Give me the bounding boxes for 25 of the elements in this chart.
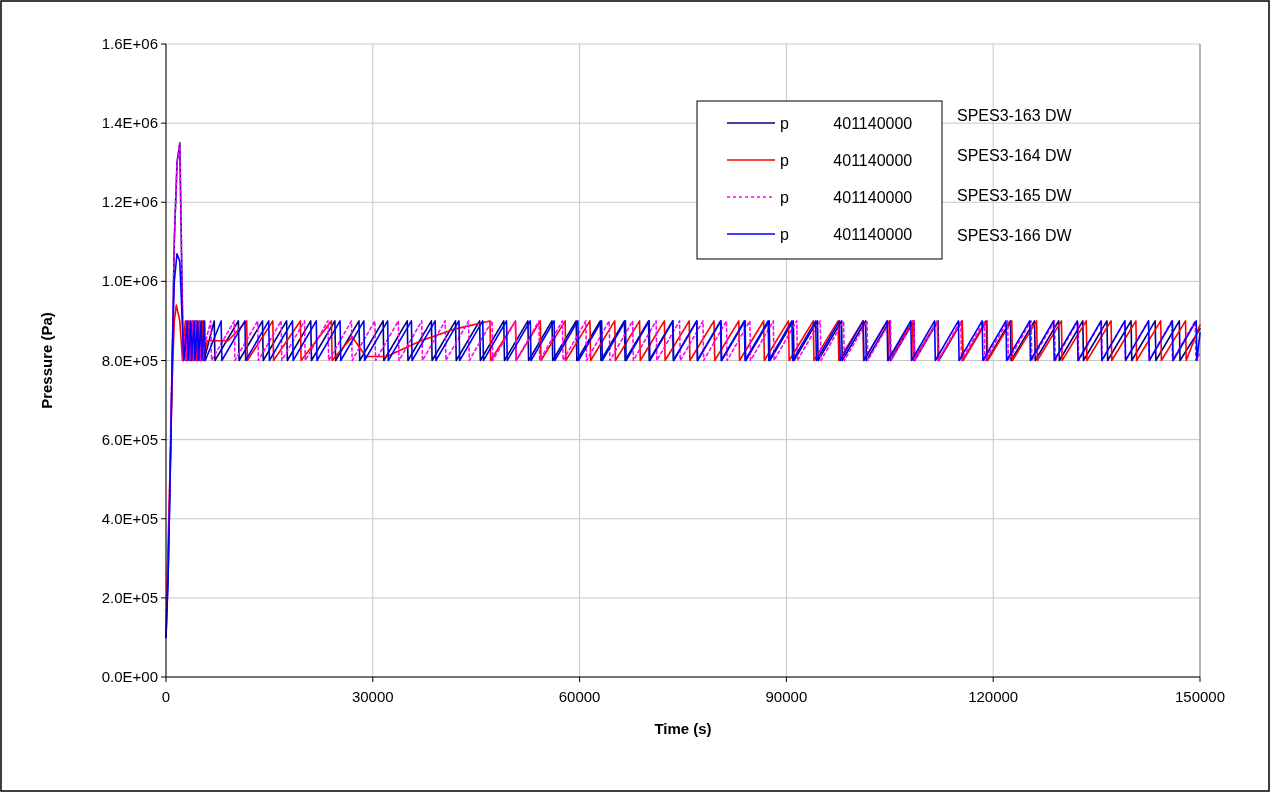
y-tick-label: 1.0E+06 — [101, 272, 158, 290]
annotation: SPES3-164 DW — [957, 147, 1073, 164]
annotation: SPES3-166 DW — [957, 227, 1073, 244]
y-tick-label: 1.6E+06 — [101, 35, 158, 52]
y-tick-label: 1.2E+06 — [101, 193, 158, 211]
y-tick-label: 4.0E+05 — [101, 509, 158, 527]
x-tick-label: 90000 — [765, 688, 808, 705]
x-axis-title: Time (s) — [654, 720, 712, 737]
x-tick-label: 120000 — [968, 688, 1019, 705]
legend-label: p 401140000 — [780, 152, 913, 169]
x-tick-label: 30000 — [351, 688, 394, 705]
x-tick-label: 0 — [161, 688, 171, 705]
y-tick-label: 8.0E+05 — [101, 351, 158, 369]
y-tick-label: 1.4E+06 — [101, 114, 158, 132]
legend-label: p 401140000 — [780, 226, 913, 243]
y-tick-label: 6.0E+05 — [101, 430, 158, 448]
x-tick-label: 150000 — [1174, 688, 1226, 705]
y-tick-label: 0.0E+00 — [101, 668, 158, 685]
legend-label: p 401140000 — [780, 189, 913, 206]
y-axis-title: Pressure (Pa) — [38, 312, 55, 409]
annotation: SPES3-163 DW — [957, 107, 1073, 124]
x-tick-label: 60000 — [558, 688, 601, 705]
legend-label: p 401140000 — [780, 115, 913, 132]
annotation: SPES3-165 DW — [957, 187, 1073, 204]
y-tick-label: 2.0E+05 — [101, 588, 158, 606]
